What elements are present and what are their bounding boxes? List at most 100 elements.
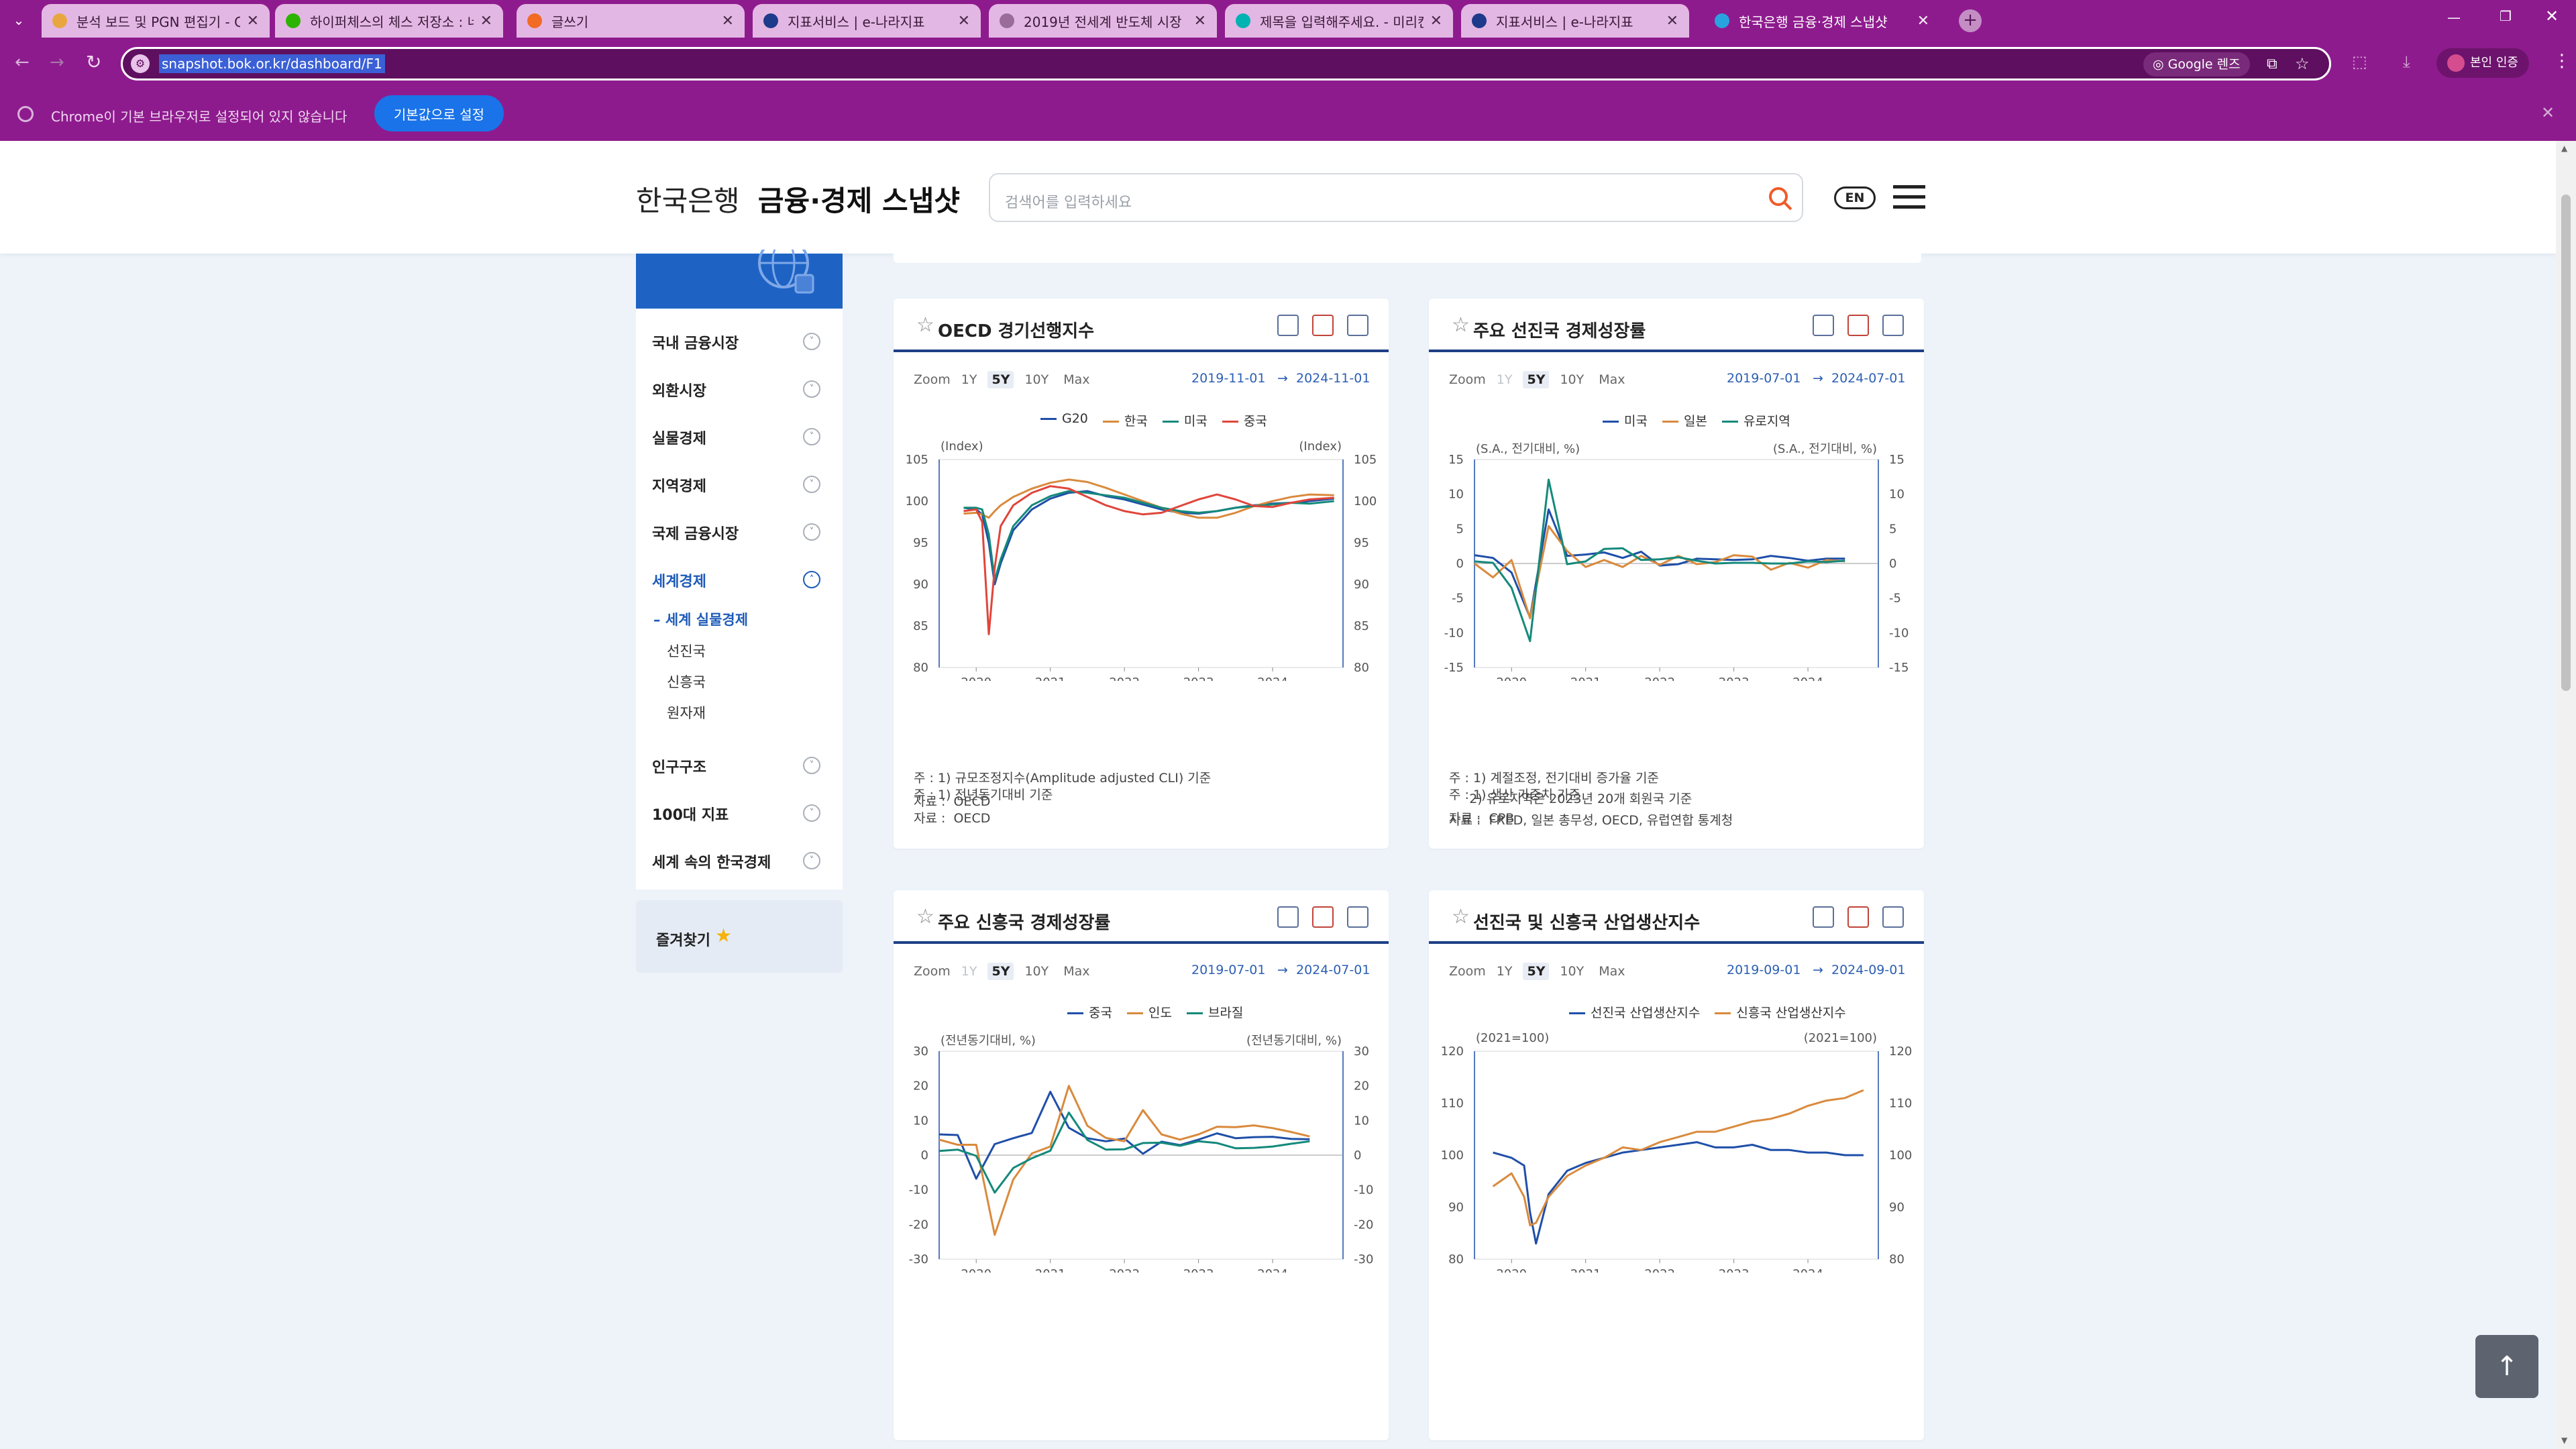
series-line-3[interactable] — [963, 485, 1334, 635]
chevron-down-icon[interactable]: ˅ — [803, 428, 820, 445]
series-line-1[interactable] — [963, 478, 1334, 519]
chevron-down-icon[interactable]: ˅ — [803, 757, 820, 774]
sidebar-item[interactable]: 세계 속의 한국경제 — [652, 855, 771, 871]
address-bar[interactable]: ⚙ snapshot.bok.or.kr/dashboard/F1 ◎ Goog… — [121, 47, 2331, 80]
browser-tab[interactable]: 한국은행 금융·경제 스냅샷 ✕ — [1704, 4, 1940, 38]
tab-close-icon[interactable]: ✕ — [1193, 12, 1206, 30]
scroll-up-arrow[interactable]: ▲ — [2561, 144, 2568, 153]
tab-close-icon[interactable]: ✕ — [1917, 12, 1929, 30]
tab-close-icon[interactable]: ✕ — [957, 12, 970, 30]
install-icon[interactable]: ⧉ — [2267, 56, 2277, 72]
favorites-box[interactable]: 즐겨찾기 ★ — [636, 900, 843, 973]
profile-button[interactable]: 본인 인증 — [2436, 48, 2529, 78]
sidebar-item[interactable]: 국제 금융시장 — [652, 526, 739, 543]
sidebar-sub-header[interactable]: – 세계 실물경제 — [653, 609, 748, 629]
pdf-download-icon[interactable] — [1847, 906, 1869, 928]
legend-item[interactable]: 미국 — [1603, 411, 1648, 429]
image-download-icon[interactable] — [1882, 315, 1904, 336]
menu-kebab-icon[interactable]: ⋮ — [2553, 51, 2571, 71]
series-line-0[interactable] — [938, 1091, 1310, 1180]
favorite-star-icon[interactable]: ☆ — [916, 905, 934, 928]
chevron-down-icon[interactable]: ˅ — [803, 333, 820, 350]
tab-search-icon[interactable]: ⌄ — [13, 12, 25, 28]
series-line-2[interactable] — [1474, 478, 1845, 643]
series-line-2[interactable] — [938, 1112, 1310, 1194]
date-to[interactable]: 2024-11-01 — [1296, 371, 1371, 386]
extensions-icon[interactable]: ⬚ — [2352, 52, 2367, 71]
forward-button[interactable]: → — [50, 52, 64, 72]
zoom-button[interactable]: 10Y — [1024, 964, 1049, 979]
zoom-button[interactable]: 10Y — [1560, 964, 1585, 979]
date-from[interactable]: 2019-07-01 — [1727, 371, 1801, 386]
browser-tab[interactable]: 글쓰기 ✕ — [517, 4, 745, 38]
reload-button[interactable]: ↻ — [86, 51, 102, 73]
series-line-1[interactable] — [1492, 1089, 1864, 1227]
fullscreen-icon[interactable] — [1277, 906, 1299, 928]
chevron-down-icon[interactable]: ˅ — [803, 523, 820, 541]
favorite-star-icon[interactable]: ☆ — [916, 313, 934, 337]
zoom-button[interactable]: Max — [1063, 372, 1090, 387]
site-logo[interactable]: 한국은행 금융·경제 스냅샷 — [636, 178, 960, 219]
series-line-1[interactable] — [1474, 525, 1845, 620]
maximize-button[interactable]: ❐ — [2500, 8, 2512, 24]
close-window-button[interactable]: ✕ — [2545, 7, 2559, 25]
scrollbar-thumb[interactable] — [2561, 195, 2571, 691]
sidebar-item[interactable]: 실물경제 — [652, 431, 706, 447]
date-from[interactable]: 2019-09-01 — [1727, 963, 1801, 977]
zoom-button[interactable]: Max — [1599, 964, 1625, 979]
browser-tab[interactable]: 제목을 입력해주세요. - 미리캔 ✕ — [1225, 4, 1453, 38]
sidebar-sub-item-advanced[interactable]: 선진국 — [667, 643, 706, 659]
browser-tab[interactable]: 2019년 전세계 반도체 시장 1 ✕ — [989, 4, 1217, 38]
legend-item[interactable]: 인도 — [1126, 1003, 1172, 1021]
favorite-star-icon[interactable]: ☆ — [1452, 313, 1470, 337]
chevron-up-icon[interactable]: ˄ — [803, 571, 820, 588]
tab-close-icon[interactable]: ✕ — [1666, 12, 1678, 30]
zoom-button[interactable]: 1Y — [961, 372, 977, 387]
legend-item[interactable]: 신흥국 산업생산지수 — [1715, 1003, 1846, 1021]
zoom-button[interactable]: Max — [1599, 372, 1625, 387]
set-default-button[interactable]: 기본값으로 설정 — [374, 95, 504, 131]
language-toggle[interactable]: EN — [1834, 186, 1876, 209]
chevron-down-icon[interactable]: ˅ — [803, 804, 820, 822]
fullscreen-icon[interactable] — [1813, 315, 1834, 336]
scroll-to-top-button[interactable]: ↑ — [2475, 1335, 2538, 1398]
sidebar-sub-item-emerging[interactable]: 신흥국 — [667, 674, 706, 690]
google-lens-button[interactable]: ◎ Google 렌즈 — [2143, 52, 2250, 76]
series-line-0[interactable] — [1493, 1141, 1864, 1245]
sidebar-item[interactable]: 100대 지표 — [652, 807, 729, 824]
tab-close-icon[interactable]: ✕ — [246, 12, 259, 30]
chevron-down-icon[interactable]: ˅ — [803, 852, 820, 869]
download-icon[interactable]: ⤓ — [2403, 52, 2410, 71]
hamburger-menu-icon[interactable] — [1893, 185, 1925, 211]
page-scrollbar[interactable]: ▲ ▼ — [2556, 141, 2576, 1449]
zoom-button[interactable]: 5Y — [987, 963, 1014, 980]
sidebar-sub-item-commodities[interactable]: 원자재 — [667, 705, 706, 721]
tab-close-icon[interactable]: ✕ — [721, 12, 734, 30]
sidebar-item[interactable]: 인구구조 — [652, 759, 706, 776]
legend-item[interactable]: 한국 — [1102, 411, 1148, 429]
zoom-button[interactable]: 1Y — [961, 964, 977, 979]
date-to[interactable]: 2024-07-01 — [1831, 371, 1906, 386]
date-from[interactable]: 2019-11-01 — [1191, 371, 1266, 386]
sidebar-item[interactable]: 외환시장 — [652, 383, 706, 400]
date-from[interactable]: 2019-07-01 — [1191, 963, 1266, 977]
browser-tab[interactable]: 지표서비스 | e-나라지표 ✕ — [753, 4, 981, 38]
infobar-close-icon[interactable]: ✕ — [2541, 103, 2555, 122]
pdf-download-icon[interactable] — [1312, 906, 1334, 928]
pdf-download-icon[interactable] — [1847, 315, 1869, 336]
fullscreen-icon[interactable] — [1813, 906, 1834, 928]
fullscreen-icon[interactable] — [1277, 315, 1299, 336]
minimize-button[interactable]: — — [2447, 9, 2461, 25]
legend-item[interactable]: 브라질 — [1186, 1003, 1243, 1021]
chevron-down-icon[interactable]: ˅ — [803, 476, 820, 493]
date-to[interactable]: 2024-09-01 — [1831, 963, 1906, 977]
zoom-button[interactable]: 10Y — [1024, 372, 1049, 387]
browser-tab[interactable]: 하이퍼체스의 체스 저장소 : 네 ✕ — [275, 4, 503, 38]
url-text[interactable]: snapshot.bok.or.kr/dashboard/F1 — [159, 54, 385, 73]
zoom-button[interactable]: 5Y — [987, 371, 1014, 388]
zoom-button[interactable]: 5Y — [1523, 963, 1550, 980]
legend-item[interactable]: 미국 — [1162, 411, 1208, 429]
legend-item[interactable]: 일본 — [1662, 411, 1707, 429]
new-tab-button[interactable]: + — [1959, 9, 1982, 32]
date-to[interactable]: 2024-07-01 — [1296, 963, 1371, 977]
